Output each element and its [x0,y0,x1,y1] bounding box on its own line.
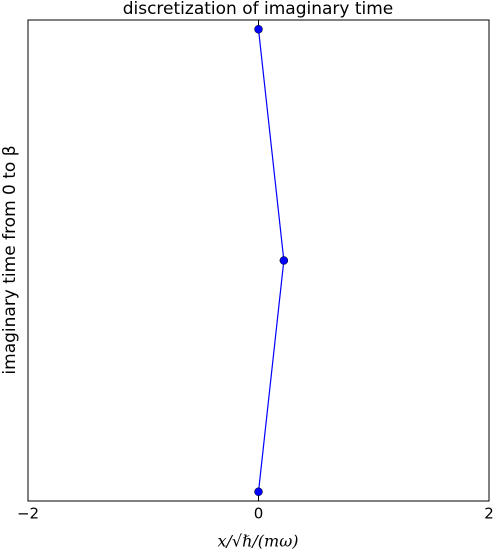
point [254,25,263,34]
y-axis-label: imaginary time from 0 to β [0,145,20,374]
x-axis-label: x/√ℏ/(mω) [217,532,298,551]
x-tick-label: 0 [254,505,264,523]
plot-frame [27,19,490,502]
point [254,487,263,496]
chart-title: discretization of imaginary time [123,0,394,19]
point [279,256,289,265]
x-tick-label: −2 [17,505,39,523]
x-tick-label: 2 [484,505,494,523]
